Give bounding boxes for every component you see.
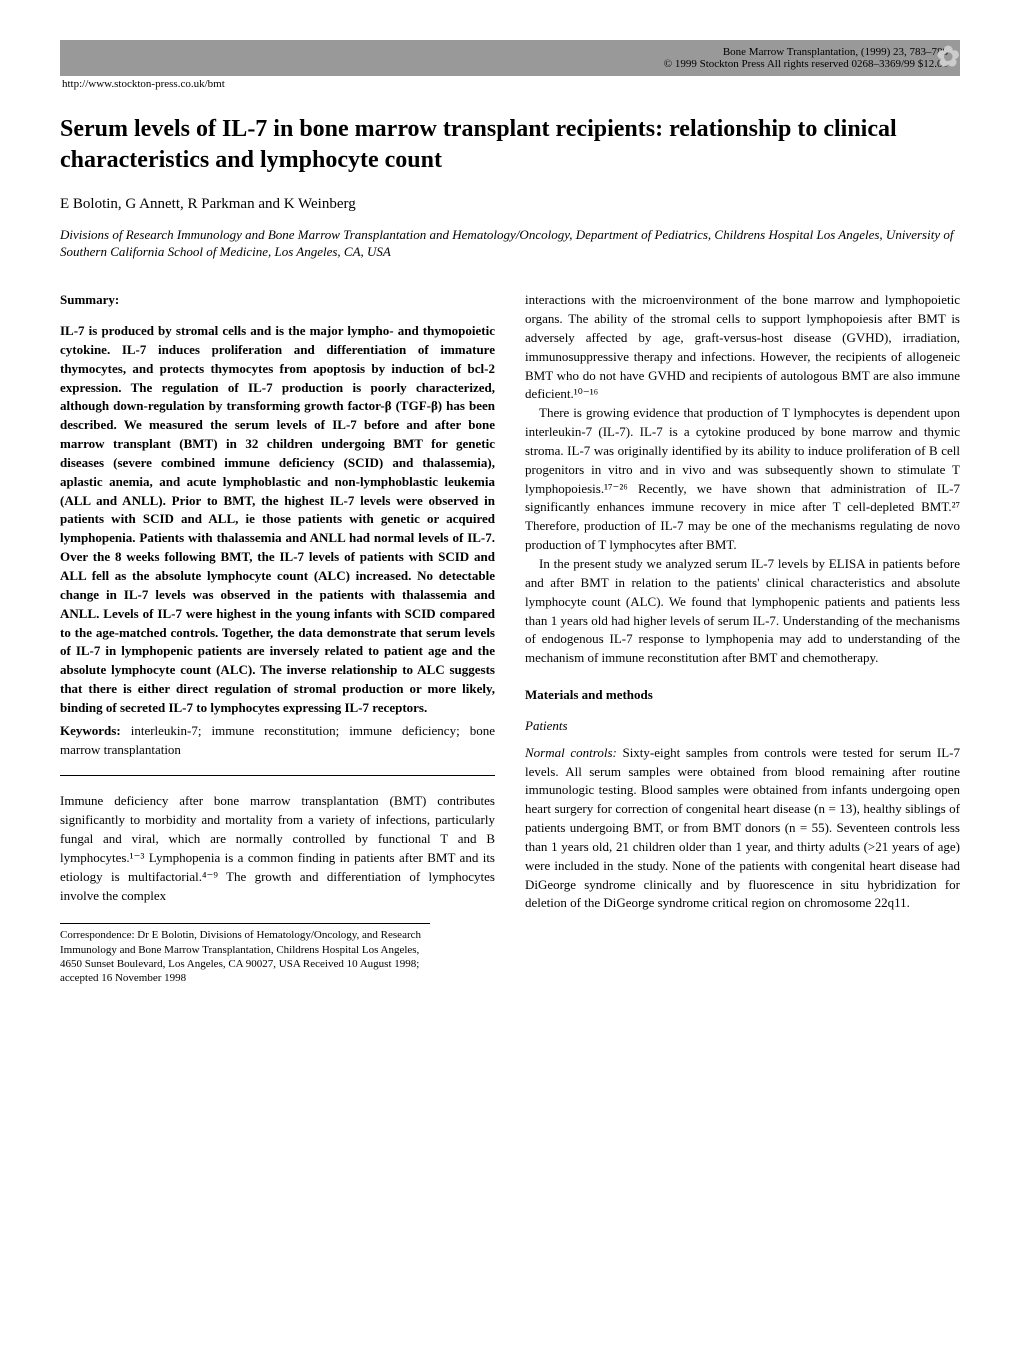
abstract-text: IL-7 is produced by stromal cells and is… (60, 322, 495, 718)
copyright-line: © 1999 Stockton Press All rights reserve… (664, 58, 948, 70)
right-column: interactions with the microenvironment o… (525, 291, 960, 986)
normal-controls-label: Normal controls: (525, 745, 617, 760)
correspondence-footnote: Correspondence: Dr E Bolotin, Divisions … (60, 923, 430, 985)
body-paragraph-1: interactions with the microenvironment o… (525, 291, 960, 404)
summary-heading: Summary: (60, 291, 495, 310)
journal-citation: Bone Marrow Transplantation, (1999) 23, … (723, 46, 948, 58)
section-divider (60, 775, 495, 776)
keywords-text: interleukin-7; immune reconstitution; im… (60, 723, 495, 757)
normal-controls-paragraph: Normal controls: Sixty-eight samples fro… (525, 744, 960, 914)
affiliation: Divisions of Research Immunology and Bon… (60, 227, 960, 261)
body-paragraph-3: In the present study we analyzed serum I… (525, 555, 960, 668)
body-paragraph-2: There is growing evidence that productio… (525, 404, 960, 555)
left-column: Summary: IL-7 is produced by stromal cel… (60, 291, 495, 986)
methods-heading: Materials and methods (525, 686, 960, 705)
journal-url: http://www.stockton-press.co.uk/bmt (60, 78, 960, 90)
journal-header-bar: Bone Marrow Transplantation, (1999) 23, … (60, 40, 960, 76)
publisher-logo: ✿ (937, 40, 960, 74)
patients-subheading: Patients (525, 717, 960, 736)
author-list: E Bolotin, G Annett, R Parkman and K Wei… (60, 196, 960, 213)
keywords-label: Keywords: (60, 723, 121, 738)
keywords-block: Keywords: interleukin-7; immune reconsti… (60, 722, 495, 760)
two-column-body: Summary: IL-7 is produced by stromal cel… (60, 291, 960, 986)
article-title: Serum levels of IL-7 in bone marrow tran… (60, 114, 960, 176)
normal-controls-text: Sixty-eight samples from controls were t… (525, 745, 960, 911)
intro-paragraph-1: Immune deficiency after bone marrow tran… (60, 792, 495, 905)
